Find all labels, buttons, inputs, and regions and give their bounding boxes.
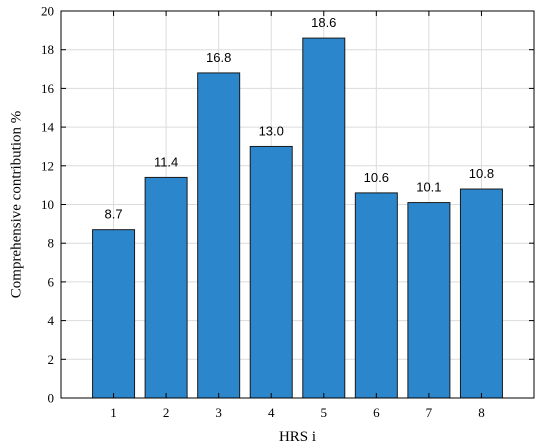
data-labels-group: 8.7 11.4 16.8 13.0 18.6 10.6 10.1 10.8 bbox=[105, 15, 495, 222]
x-tick-label: 4 bbox=[268, 405, 275, 420]
bar-5 bbox=[302, 37, 346, 399]
x-tick-label: 6 bbox=[373, 405, 380, 420]
data-label-8: 10.8 bbox=[469, 166, 494, 181]
data-label-6: 10.6 bbox=[364, 170, 389, 185]
data-label-5: 18.6 bbox=[311, 15, 336, 30]
x-tick-label: 2 bbox=[163, 405, 170, 420]
y-axis-ticks: 0 2 4 6 8 10 12 14 16 18 20 bbox=[41, 4, 534, 406]
y-axis-label: Comprehensive contribution % bbox=[8, 111, 24, 298]
data-label-7: 10.1 bbox=[416, 180, 441, 195]
y-tick-label: 20 bbox=[41, 4, 54, 19]
bar-3 bbox=[197, 72, 241, 399]
y-tick-label: 8 bbox=[48, 236, 55, 251]
y-tick-label: 12 bbox=[41, 158, 54, 173]
x-tick-label: 7 bbox=[426, 405, 433, 420]
y-tick-label: 0 bbox=[48, 391, 55, 406]
bar-1 bbox=[92, 229, 136, 399]
x-axis-label: HRS i bbox=[279, 429, 316, 445]
x-tick-label: 8 bbox=[478, 405, 485, 420]
bar-4 bbox=[249, 145, 293, 399]
y-tick-label: 2 bbox=[48, 352, 55, 367]
bar-6 bbox=[354, 192, 398, 399]
y-tick-label: 10 bbox=[41, 197, 54, 212]
data-label-2: 11.4 bbox=[154, 154, 178, 169]
x-tick-label: 3 bbox=[215, 405, 222, 420]
data-label-4: 13.0 bbox=[259, 123, 284, 138]
bar-2 bbox=[144, 176, 188, 399]
bar-7 bbox=[407, 202, 451, 399]
y-tick-label: 16 bbox=[41, 81, 55, 96]
y-tick-label: 18 bbox=[41, 42, 54, 57]
y-tick-label: 4 bbox=[48, 313, 55, 328]
data-label-1: 8.7 bbox=[105, 207, 123, 222]
bar-8 bbox=[459, 188, 503, 399]
y-tick-label: 6 bbox=[48, 274, 55, 289]
plot-frame bbox=[60, 10, 535, 399]
y-tick-label: 14 bbox=[41, 120, 55, 135]
x-tick-label: 1 bbox=[110, 405, 117, 420]
data-label-3: 16.8 bbox=[206, 50, 231, 65]
bars-group bbox=[92, 37, 503, 399]
x-axis-ticks: 1 2 3 4 5 6 7 8 bbox=[110, 11, 485, 420]
x-tick-label: 5 bbox=[321, 405, 328, 420]
